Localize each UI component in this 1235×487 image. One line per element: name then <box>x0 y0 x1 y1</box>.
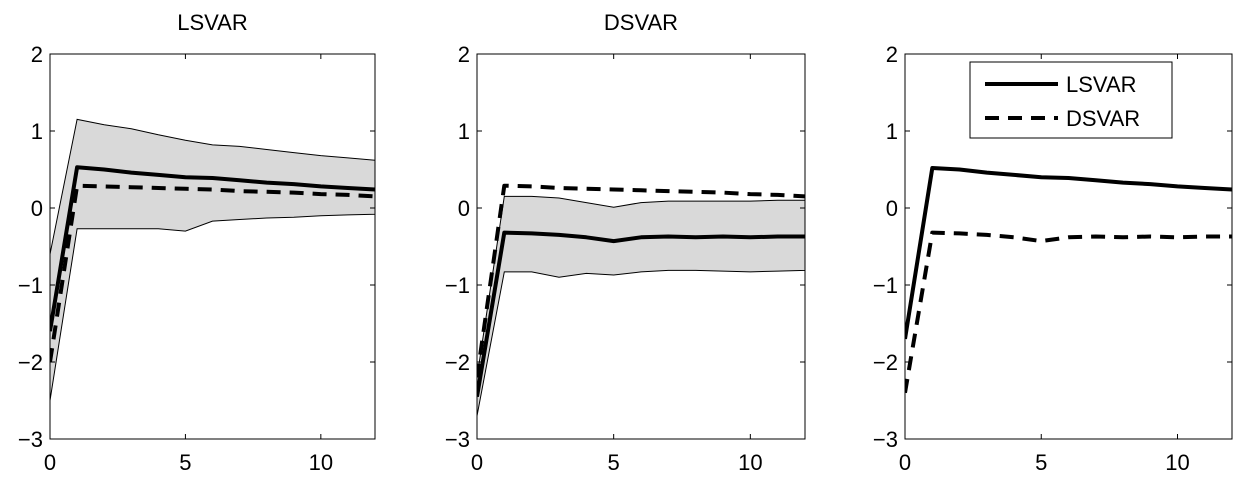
solid-series-line <box>905 166 1232 340</box>
solid-series-line <box>477 230 805 398</box>
axes-box <box>49 53 376 440</box>
y-tick-label: 1 <box>31 119 43 144</box>
confidence-band <box>477 195 805 416</box>
panel-title: DSVAR <box>604 10 678 35</box>
legend-box <box>969 61 1173 139</box>
x-tick-label: 0 <box>899 450 911 475</box>
y-tick-label: −3 <box>873 427 898 452</box>
panel-title: LSVAR <box>177 10 248 35</box>
legend-label: LSVAR <box>1066 72 1137 97</box>
axes-box <box>476 53 806 440</box>
legend-label: DSVAR <box>1066 106 1140 131</box>
y-tick-label: 2 <box>886 42 898 67</box>
panel-2: −3 −2 −1 0 1 2 0 5 10 DSVAR <box>445 10 806 475</box>
plot-area <box>477 183 805 416</box>
y-tick-label: 0 <box>31 196 43 221</box>
dashed-series-line <box>905 230 1232 394</box>
axes-box <box>904 53 1233 440</box>
legend: LSVAR DSVAR <box>969 61 1173 139</box>
y-tick-label: 2 <box>31 42 43 67</box>
plot-area <box>50 118 375 401</box>
x-tick-label: 5 <box>179 450 191 475</box>
x-tick-label: 0 <box>471 450 483 475</box>
y-tick-label: −3 <box>18 427 43 452</box>
y-tick-label: −2 <box>873 350 898 375</box>
x-tick-label: 10 <box>1165 450 1189 475</box>
panel-3: −3 −2 −1 0 1 2 0 5 10 LSVAR DSVAR <box>873 42 1233 475</box>
y-tick-label: 0 <box>886 196 898 221</box>
y-tick-label: −1 <box>873 273 898 298</box>
confidence-band <box>50 118 375 401</box>
y-tick-label: 0 <box>458 196 470 221</box>
dashed-series-line <box>50 183 375 363</box>
y-tick-label: −2 <box>18 350 43 375</box>
x-tick-label: 5 <box>1035 450 1047 475</box>
plot-area <box>905 166 1232 394</box>
y-tick-label: −2 <box>445 350 470 375</box>
y-tick-label: 1 <box>458 119 470 144</box>
x-tick-label: 10 <box>309 450 333 475</box>
y-tick-label: 1 <box>886 119 898 144</box>
panel-1: −3 −2 −1 0 1 2 0 5 10 LSVAR <box>18 10 376 475</box>
solid-series-line <box>50 165 375 332</box>
y-tick-label: −1 <box>18 273 43 298</box>
x-tick-label: 10 <box>738 450 762 475</box>
y-tick-label: 2 <box>458 42 470 67</box>
y-tick-label: −1 <box>445 273 470 298</box>
x-tick-label: 5 <box>608 450 620 475</box>
x-tick-label: 0 <box>44 450 56 475</box>
y-tick-label: −3 <box>445 427 470 452</box>
dashed-series-line <box>477 183 805 378</box>
